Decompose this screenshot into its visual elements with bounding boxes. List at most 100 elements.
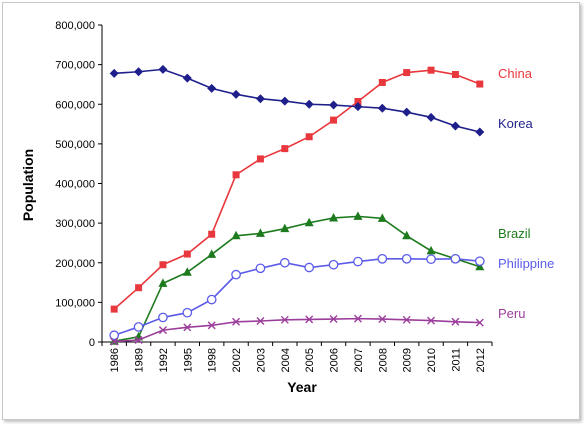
data-point-korea [207, 83, 217, 93]
data-point-brazil [158, 278, 168, 287]
data-point-brazil [182, 267, 192, 276]
x-tick-label: 1986 [109, 348, 121, 372]
data-point-peru [158, 326, 167, 335]
y-axis-title: Population [20, 149, 36, 221]
data-point-peru [134, 336, 143, 345]
data-point-korea [134, 67, 144, 77]
data-point-brazil [426, 245, 436, 255]
data-point-china [232, 171, 240, 179]
axes [98, 24, 493, 346]
data-point-korea [475, 127, 485, 137]
data-point-peru [183, 323, 192, 332]
x-tick-label: 1992 [158, 348, 170, 372]
x-tick-label: 2006 [329, 348, 341, 372]
data-point-peru [402, 315, 411, 324]
data-point-philippine [304, 262, 315, 273]
data-point-peru [329, 315, 338, 324]
y-tick-label: 700,000 [55, 60, 95, 72]
data-point-peru [207, 321, 216, 330]
x-tick-label: 2010 [426, 348, 438, 372]
data-point-china [281, 145, 289, 153]
x-tick-label: 2005 [304, 348, 316, 372]
data-point-brazil [353, 211, 363, 220]
data-point-brazil [109, 336, 119, 345]
data-point-china [135, 284, 143, 292]
y-tick-label: 500,000 [55, 139, 95, 151]
data-point-peru [353, 314, 362, 323]
series-label-philippine: Philippine [498, 256, 554, 271]
data-point-philippine [255, 263, 266, 274]
data-point-korea [158, 64, 168, 74]
data-point-china [378, 78, 386, 86]
data-point-peru [378, 315, 387, 324]
data-point-brazil [255, 228, 265, 237]
series-china [110, 66, 484, 313]
data-point-philippine [401, 253, 412, 264]
chart-frame [2, 2, 580, 420]
data-point-china [256, 155, 264, 163]
data-point-peru [280, 315, 289, 324]
data-point-korea [109, 68, 119, 78]
data-point-korea [353, 102, 363, 112]
data-point-korea [304, 99, 314, 109]
series-line-china [113, 69, 481, 310]
y-tick-label: 200,000 [55, 258, 95, 270]
y-tick-label: 800,000 [55, 20, 95, 32]
data-point-philippine [231, 269, 241, 280]
series-label-china: China [498, 66, 533, 81]
series-line-brazil [114, 215, 481, 342]
data-point-peru [256, 317, 265, 325]
data-point-korea [329, 100, 339, 110]
x-tick-label: 2007 [353, 348, 365, 372]
x-tick-label: 1995 [182, 348, 194, 372]
data-point-korea [377, 103, 387, 113]
x-tick-label: 2004 [280, 348, 292, 372]
data-point-china [354, 97, 362, 105]
data-point-brazil [207, 249, 217, 258]
x-tick-label: 2011 [450, 348, 462, 372]
data-point-china [476, 80, 484, 88]
data-point-china [451, 71, 459, 79]
series-layer [109, 64, 485, 346]
series-label-peru: Peru [498, 306, 525, 321]
y-tick-label: 300,000 [55, 218, 95, 230]
data-point-korea [231, 89, 241, 99]
data-point-philippine [426, 254, 436, 265]
x-tick-label: 1989 [134, 348, 146, 372]
data-point-philippine [474, 256, 485, 267]
y-tick-label: 100,000 [55, 297, 95, 309]
x-tick-labels: 1986 1989 1992 1995 1998 2002 2003 2004 2005 2006… [109, 348, 487, 372]
data-point-philippine [133, 322, 144, 332]
data-point-brazil [329, 212, 339, 222]
data-point-philippine [328, 259, 339, 270]
data-point-peru [451, 317, 460, 326]
series-korea [109, 64, 485, 137]
data-point-korea [426, 112, 436, 122]
series-peru [110, 314, 484, 346]
data-point-korea [280, 96, 290, 106]
x-axis-title: Year [287, 379, 317, 395]
data-point-china [208, 230, 216, 238]
x-tick-label: 2002 [231, 348, 243, 372]
data-point-philippine [206, 294, 217, 305]
data-point-peru [305, 315, 314, 324]
series-label-korea: Korea [498, 116, 533, 131]
data-point-philippine [182, 307, 193, 318]
y-tick-label: 600,000 [55, 99, 95, 111]
x-tick-label: 2009 [402, 348, 414, 372]
data-point-peru [232, 317, 241, 326]
series-brazil [109, 211, 485, 345]
x-tick-label: 2012 [475, 348, 487, 372]
data-point-philippine [377, 253, 388, 264]
data-point-philippine [450, 253, 461, 264]
data-point-peru [427, 316, 436, 325]
data-point-philippine [109, 330, 120, 341]
series-labels: China Korea Brazil Philippine Peru [498, 66, 554, 321]
data-point-peru [475, 318, 484, 327]
data-point-brazil [402, 230, 412, 240]
data-point-peru [110, 337, 119, 346]
data-point-china [427, 66, 435, 74]
data-point-china [305, 133, 313, 141]
data-point-brazil [377, 213, 387, 222]
